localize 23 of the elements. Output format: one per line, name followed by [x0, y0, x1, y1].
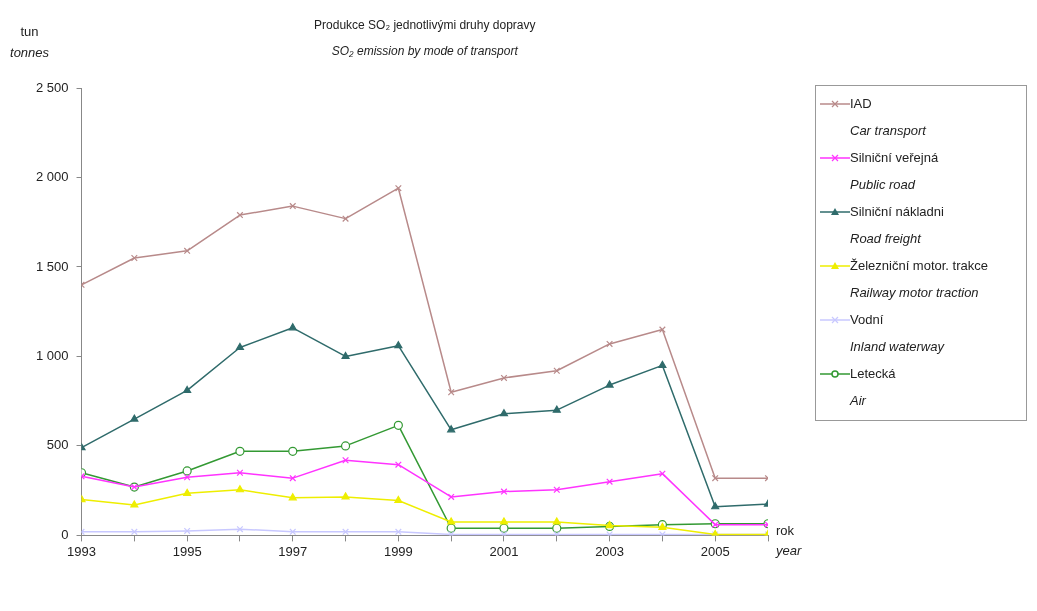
x-tick-label: 2005 — [700, 543, 730, 559]
y-tick-label: 1 000 — [35, 348, 69, 364]
legend-label: Silniční veřejná Public road — [849, 150, 940, 194]
y-axis-title: tun tonnes — [10, 23, 50, 60]
x-tick-label: 1995 — [172, 543, 202, 559]
legend-label: Vodní Inland waterway — [849, 312, 946, 356]
y-tick-label: 0 — [61, 526, 69, 542]
x-axis-title: rok year — [775, 522, 802, 559]
legend-label: Silniční nákladni Road freight — [849, 204, 945, 248]
x-tick-label: 2001 — [489, 543, 519, 559]
x-tick-label: 1999 — [383, 543, 413, 559]
x-tick-label: 2003 — [595, 543, 625, 559]
x-tick-label: 1993 — [67, 543, 96, 559]
chart-subtitle: SO₂ emission by mode of transport — [331, 44, 519, 59]
y-tick-label: 2 000 — [35, 169, 69, 185]
legend-label: IAD Car transport — [849, 96, 928, 140]
y-tick-label: 500 — [46, 437, 69, 453]
legend-label: Letecká Air — [848, 366, 897, 410]
y-tick-label: 1 500 — [35, 258, 69, 274]
x-tick-label: 1997 — [278, 543, 308, 559]
y-tick-label: 2 500 — [35, 79, 69, 95]
legend-label: Železniční motor. trakce Railway motor traction — [849, 258, 989, 302]
chart-title: Produkce SO₂ jednotlivými druhy dopravy — [314, 18, 536, 33]
